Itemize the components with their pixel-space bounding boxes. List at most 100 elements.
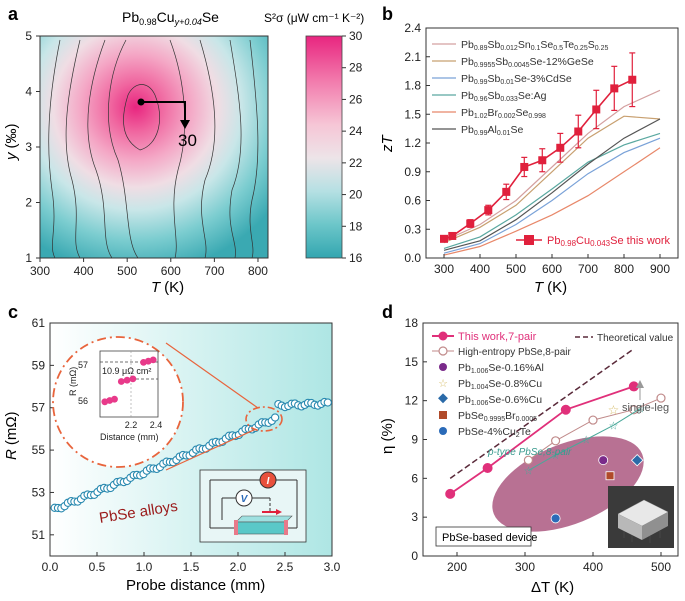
panel-d-label: d	[382, 302, 393, 322]
b-ytick-label: 1.5	[404, 107, 421, 121]
legend-label-4: Pb0.96Sb0.033Se:Ag	[461, 90, 547, 103]
this-work-point	[440, 234, 448, 243]
b-xtick-label: 600	[542, 262, 562, 276]
legend-d-al-marker	[439, 363, 447, 371]
panel-d: d ☆ ☆ ☆ ☆ ☆ ☆ 200 300 400 500 0 3 6 9 12 15 18 single…	[379, 302, 679, 596]
peak-arrow-head	[180, 120, 190, 129]
device-legs	[623, 531, 661, 543]
a-ytick-label: 3	[25, 140, 32, 154]
a-ytick-label: 2	[25, 196, 32, 210]
panel-a-title: Pb0.98Cuy+0.04Se	[122, 9, 219, 27]
zoom-line-top	[165, 342, 259, 409]
current-source-icon	[259, 471, 277, 489]
cb-tick-label: 30	[349, 29, 363, 43]
inset-plot: 10.9 μΩ cm² 57 56 2.2 2.4 Distance (mm) …	[52, 336, 184, 468]
legend-d-al-label: Pb1.006Se-0.16%Al	[458, 362, 544, 375]
p-type-point: ☆	[608, 420, 618, 432]
legend-label-6: Pb0.99Al0.01Se	[461, 124, 523, 137]
this-work-point	[502, 187, 511, 196]
probe-arrow-head	[276, 509, 282, 515]
device-side-right	[642, 512, 668, 540]
c-xtick-label: 0.5	[89, 560, 106, 574]
device-label: PbSe-based device	[442, 532, 537, 544]
p-type-point: ☆	[581, 435, 591, 447]
panel-d-y-ticks: 0 3 6 9 12 15 18	[405, 316, 427, 563]
b-ytick-label: 0.9	[404, 165, 421, 179]
b-ytick-label: 0.3	[404, 222, 421, 236]
panel-c-x-ticks: 0.0 0.5 1.0 1.5 2.0 2.5 3.0	[42, 552, 341, 574]
inset-point	[111, 395, 118, 403]
a-ytick-label: 5	[25, 29, 32, 43]
panel-b-reference-curves	[443, 89, 661, 256]
legend-d-this-work-label: This work,7-pair	[458, 331, 537, 343]
legend-d-cu6-label: Pb1.006Se-0.6%Cu	[458, 394, 542, 407]
reference-curve-3	[443, 137, 661, 254]
panel-b: b 300 400 500 600 700 800 900 0.0 0.3 0.6 0.9 1.2 1…	[379, 4, 679, 296]
legend-d-br-marker	[439, 411, 447, 419]
panel-d-single-leg-points: ☆	[550, 403, 644, 524]
b-ytick-label: 2.4	[404, 21, 421, 35]
legend-label-2: Pb0.9955Sb0.0045Se-12%GeSe	[461, 56, 594, 69]
heatmap-contours	[48, 39, 259, 259]
d-xtick-label: 400	[583, 560, 603, 574]
single-leg-arrow-head	[636, 380, 644, 388]
panel-a: a Pb0.98Cuy+0.04Se S²σ (μW cm⁻¹ K⁻²) 30 …	[3, 4, 364, 296]
c-xtick-label: 2.5	[277, 560, 294, 574]
inset-y-tick-57: 57	[78, 360, 88, 370]
heatmap-field	[40, 36, 268, 258]
this-work-point	[520, 162, 529, 171]
this-work-point	[628, 75, 637, 84]
theoretical-line	[449, 348, 635, 479]
this-work-d-line	[449, 385, 635, 495]
d-xtick-label: 500	[651, 560, 671, 574]
panel-a-label: a	[8, 4, 19, 24]
legend-d-high-entropy-marker	[438, 346, 448, 356]
legend-d-theory-label: Theoretical value	[597, 333, 674, 344]
c-ytick-label: 59	[32, 358, 46, 372]
this-work-point	[574, 127, 583, 136]
panel-c-xlabel: Probe distance (mm)	[126, 577, 265, 594]
d-ytick-label: 18	[405, 316, 419, 330]
c-xtick-label: 1.5	[183, 560, 200, 574]
legend-d-this-work-marker	[438, 331, 448, 341]
panel-c-ylabel: R(mΩ)	[3, 411, 20, 460]
a-xtick-label: 700	[204, 264, 224, 278]
legend-d-high-entropy-label: High-entropy PbSe,8-pair	[458, 347, 572, 358]
p-type-line	[528, 407, 641, 472]
inset-y-tick-56: 56	[78, 396, 88, 406]
high-entropy-point	[550, 436, 561, 446]
inset-resistance-label: 10.9 μΩ cm²	[102, 366, 151, 376]
panel-d-series: ☆ ☆ ☆ ☆ ☆	[445, 348, 666, 499]
d-ytick-label: 6	[411, 471, 418, 485]
inset-circle	[52, 336, 184, 468]
this-work-point	[538, 156, 547, 165]
c-ytick-label: 51	[32, 528, 46, 542]
single-leg-point	[630, 453, 644, 467]
b-ytick-label: 0.6	[404, 194, 421, 208]
inset-point	[149, 356, 157, 364]
reference-curve-6	[443, 118, 661, 251]
this-work-d-point	[482, 462, 493, 473]
a-xtick-label: 600	[161, 264, 181, 278]
panel-b-label: b	[382, 4, 393, 24]
a-xtick-label: 500	[117, 264, 137, 278]
cb-tick-label: 16	[349, 251, 363, 265]
a-ytick-label: 1	[25, 251, 32, 265]
d-ytick-label: 15	[405, 355, 419, 369]
panel-c-data-points	[50, 397, 332, 513]
a-ytick-label: 4	[25, 85, 32, 99]
panel-a-x-ticks: 300 400 500 600 700 800	[30, 258, 268, 278]
sample-bar-top	[235, 515, 293, 523]
colorbar-title: S²σ (μW cm⁻¹ K⁻²)	[264, 11, 364, 25]
voltmeter-label: V	[241, 494, 249, 505]
this-work-point	[592, 105, 601, 114]
b-ytick-label: 0.0	[404, 251, 421, 265]
sample-contact-right	[284, 520, 288, 535]
reference-curve-1	[443, 89, 661, 242]
p-type-point: ☆	[636, 403, 646, 415]
reference-curve-4	[443, 132, 661, 249]
this-work-point	[610, 84, 619, 93]
measurement-circuit: V I	[199, 469, 307, 543]
inset-frame	[99, 350, 159, 418]
inset-point	[129, 375, 137, 383]
